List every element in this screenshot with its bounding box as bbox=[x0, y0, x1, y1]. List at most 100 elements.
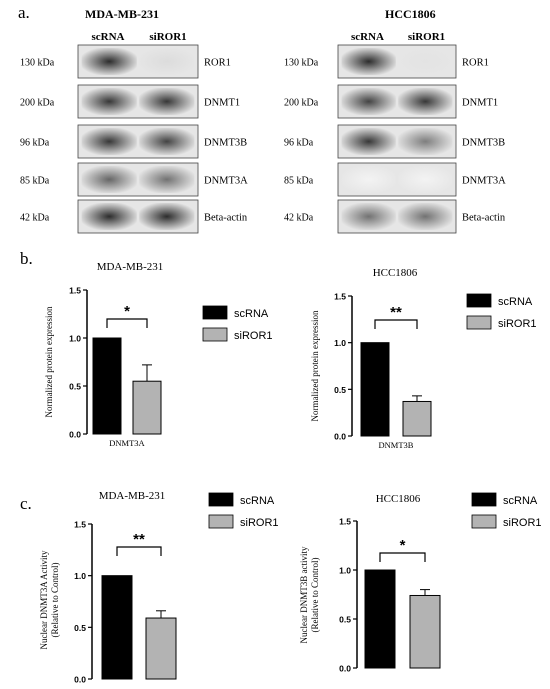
protein-label: DNMT3A bbox=[462, 176, 506, 187]
significance-bracket bbox=[106, 318, 148, 328]
panel-a-label: a. bbox=[18, 3, 30, 22]
band-siror1 bbox=[139, 128, 195, 155]
legend-label-siror1: siROR1 bbox=[240, 517, 279, 529]
y-tick-label: 0.5 bbox=[69, 382, 81, 392]
x-axis-label: DNMT3A bbox=[109, 438, 145, 448]
band-siror1 bbox=[398, 88, 453, 115]
panel-b-label: b. bbox=[20, 249, 33, 268]
chart-b-mda-dnmt3a: MDA-MB-231 0.0 0.5 1.0 1.5 Normalized protein… bbox=[44, 261, 273, 448]
legend-label-scrna: scRNA bbox=[234, 308, 269, 320]
kda-label: 200 kDa bbox=[284, 98, 319, 109]
protein-label: DNMT1 bbox=[204, 98, 240, 109]
kda-label: 42 kDa bbox=[284, 213, 314, 224]
y-tick-label: 0.0 bbox=[69, 430, 81, 440]
significance-stars: ** bbox=[133, 531, 145, 548]
legend-swatch-siror1 bbox=[208, 514, 234, 529]
band-scrna bbox=[341, 48, 396, 75]
y-axis-label: Normalized protein expression bbox=[310, 310, 320, 421]
significance-bracket bbox=[379, 552, 426, 562]
lane-label-scrna: scRNA bbox=[92, 31, 125, 43]
legend-swatch-scrna bbox=[466, 293, 492, 308]
protein-label: ROR1 bbox=[462, 58, 489, 69]
band-siror1 bbox=[139, 166, 195, 193]
western-blot-right: scRNA siROR1 130 kDa ROR1 200 kDa DNMT1 96 kDa… bbox=[284, 31, 506, 234]
kda-label: 85 kDa bbox=[20, 176, 50, 187]
band-scrna bbox=[341, 88, 396, 115]
lane-label-siror1: siROR1 bbox=[408, 31, 445, 43]
y-tick-label: 1.0 bbox=[334, 338, 346, 348]
band-scrna bbox=[341, 166, 396, 193]
bar-siror1 bbox=[409, 594, 441, 669]
protein-label: Beta-actin bbox=[462, 213, 506, 224]
y-tick-label: 1.5 bbox=[69, 286, 81, 296]
significance-bracket bbox=[116, 546, 162, 556]
blot-left-title: MDA-MB-231 bbox=[85, 7, 159, 21]
kda-label: 96 kDa bbox=[20, 138, 50, 149]
y-tick-label: 1.0 bbox=[74, 571, 86, 581]
panel-c-label: c. bbox=[20, 494, 32, 513]
y-tick-label: 1.0 bbox=[69, 334, 81, 344]
lane-label-scrna: scRNA bbox=[351, 31, 384, 43]
band-siror1 bbox=[139, 48, 195, 75]
lane-label-siror1: siROR1 bbox=[149, 31, 186, 43]
chart-c-mda-activity: MDA-MB-231 0.0 0.5 1.0 1.5 Nuclear DNMT3A Act… bbox=[39, 490, 279, 685]
y-axis-label: Nuclear DNMT3B activity bbox=[299, 546, 309, 643]
y-axis-label: Nuclear DNMT3A Activity bbox=[39, 550, 49, 649]
y-axis-label: (Relative to Control) bbox=[310, 558, 320, 633]
bar-siror1 bbox=[402, 400, 432, 437]
blot-right-title: HCC1806 bbox=[385, 7, 436, 21]
bar-scrna bbox=[101, 575, 133, 680]
y-tick-label: 0.5 bbox=[339, 615, 351, 625]
y-tick-label: 0.0 bbox=[334, 432, 346, 442]
legend-swatch-scrna bbox=[208, 492, 234, 507]
band-siror1 bbox=[398, 166, 453, 193]
bar-scrna bbox=[364, 569, 396, 669]
band-siror1 bbox=[398, 128, 453, 155]
significance-stars: ** bbox=[390, 304, 402, 321]
legend-label-siror1: siROR1 bbox=[234, 330, 273, 342]
legend-swatch-siror1 bbox=[202, 327, 228, 342]
legend-label-siror1: siROR1 bbox=[503, 517, 542, 529]
significance-bracket bbox=[374, 319, 418, 329]
y-tick-label: 0.5 bbox=[74, 623, 86, 633]
protein-label: DNMT3A bbox=[204, 176, 248, 187]
band-scrna bbox=[81, 48, 137, 75]
chart-title: MDA-MB-231 bbox=[97, 261, 164, 273]
kda-label: 85 kDa bbox=[284, 176, 314, 187]
y-axis-label: Normalized protein expression bbox=[44, 306, 54, 417]
significance-stars: * bbox=[124, 303, 130, 320]
kda-label: 130 kDa bbox=[20, 58, 55, 69]
legend-label-scrna: scRNA bbox=[240, 495, 275, 507]
bar-scrna bbox=[360, 342, 390, 437]
band-siror1 bbox=[139, 88, 195, 115]
protein-label: DNMT1 bbox=[462, 98, 498, 109]
chart-title: MDA-MB-231 bbox=[99, 490, 166, 502]
protein-label: ROR1 bbox=[204, 58, 231, 69]
band-scrna bbox=[341, 128, 396, 155]
band-siror1 bbox=[398, 48, 453, 75]
legend-swatch-scrna bbox=[471, 492, 497, 507]
kda-label: 96 kDa bbox=[284, 138, 314, 149]
legend-swatch-siror1 bbox=[471, 514, 497, 529]
legend-label-scrna: scRNA bbox=[498, 296, 533, 308]
chart-c-hcc-activity: HCC1806 0.0 0.5 1.0 1.5 Nuclear DNMT3B activi… bbox=[299, 492, 542, 674]
legend-label-scrna: scRNA bbox=[503, 495, 538, 507]
kda-label: 200 kDa bbox=[20, 98, 55, 109]
y-tick-label: 0.0 bbox=[74, 675, 86, 685]
y-tick-label: 1.5 bbox=[74, 520, 86, 530]
band-scrna bbox=[81, 203, 137, 230]
band-scrna bbox=[81, 128, 137, 155]
western-blot-left: scRNA siROR1 130 kDa ROR1 200 kDa DNMT1 96 kDa… bbox=[20, 31, 248, 234]
significance-stars: * bbox=[400, 537, 406, 554]
y-tick-label: 0.0 bbox=[339, 664, 351, 674]
protein-label: Beta-actin bbox=[204, 213, 248, 224]
kda-label: 130 kDa bbox=[284, 58, 319, 69]
legend-label-siror1: siROR1 bbox=[498, 318, 537, 330]
x-axis-label: DNMT3B bbox=[379, 440, 414, 450]
protein-label: DNMT3B bbox=[204, 138, 247, 149]
bar-scrna bbox=[92, 337, 122, 435]
band-siror1 bbox=[398, 203, 453, 230]
chart-title: HCC1806 bbox=[376, 493, 421, 505]
protein-label: DNMT3B bbox=[462, 138, 505, 149]
